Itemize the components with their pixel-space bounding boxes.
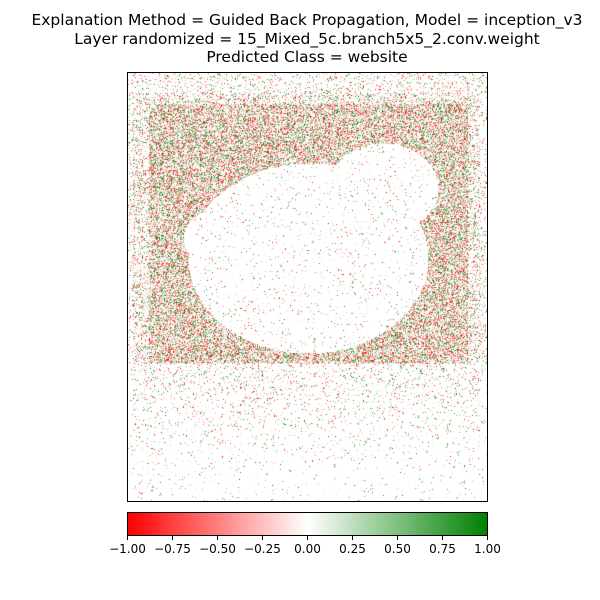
colorbar-tick-label: 1.00 bbox=[474, 542, 501, 556]
figure-title: Explanation Method = Guided Back Propaga… bbox=[0, 11, 600, 67]
colorbar-tick bbox=[262, 536, 263, 540]
colorbar-tick bbox=[352, 536, 353, 540]
colorbar-tick-label: −0.75 bbox=[154, 542, 191, 556]
attribution-heatmap-canvas bbox=[128, 73, 487, 501]
title-line-layer: Layer randomized = 15_Mixed_5c.branch5x5… bbox=[74, 29, 540, 48]
title-line-method: Explanation Method = Guided Back Propaga… bbox=[31, 11, 583, 29]
colorbar-tick-label: −0.25 bbox=[244, 542, 281, 556]
colorbar-tick bbox=[397, 536, 398, 540]
colorbar-tick-label: −1.00 bbox=[109, 542, 146, 556]
colorbar-ticks: −1.00 −0.75 −0.50 −0.25 0.00 0.25 0.50 0.75 1.00 bbox=[109, 536, 501, 566]
colorbar-tick-label: 0.25 bbox=[339, 542, 366, 556]
colorbar-tick bbox=[217, 536, 218, 540]
colorbar-tick bbox=[172, 536, 173, 540]
title-line-class: Predicted Class = website bbox=[206, 48, 408, 66]
colorbar-tick bbox=[442, 536, 443, 540]
colorbar-tick-label: 0.50 bbox=[384, 542, 411, 556]
attribution-heatmap bbox=[127, 72, 488, 502]
colorbar-tick-label: −0.50 bbox=[199, 542, 236, 556]
colorbar-tick bbox=[127, 536, 128, 540]
colorbar-tick-label: 0.00 bbox=[294, 542, 321, 556]
colorbar-tick bbox=[307, 536, 308, 540]
colorbar-gradient bbox=[127, 512, 488, 536]
colorbar-tick-label: 0.75 bbox=[429, 542, 456, 556]
colorbar-tick bbox=[487, 536, 488, 540]
